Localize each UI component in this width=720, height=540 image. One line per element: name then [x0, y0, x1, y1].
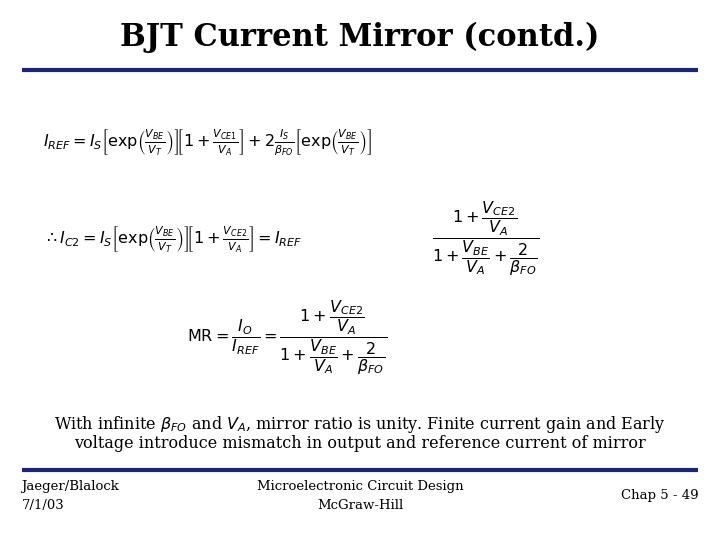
Text: $\mathrm{MR} = \dfrac{I_O}{I_{REF}} = \dfrac{1+\dfrac{V_{CE2}}{V_A}}{1+\dfrac{V_: $\mathrm{MR} = \dfrac{I_O}{I_{REF}} = \d…	[187, 299, 387, 376]
Text: $I_{REF} = I_S \left[\exp\!\left(\frac{V_{BE}}{V_T}\right)\right]\!\left[1+\frac: $I_{REF} = I_S \left[\exp\!\left(\frac{V…	[43, 128, 372, 158]
Text: Jaeger/Blalock
7/1/03: Jaeger/Blalock 7/1/03	[22, 480, 120, 512]
Text: $\therefore I_{C2} = I_S \left[\exp\!\left(\frac{V_{BE}}{V_T}\right)\right]\!\le: $\therefore I_{C2} = I_S \left[\exp\!\le…	[43, 224, 302, 254]
Text: With infinite $\beta_{FO}$ and $V_A$, mirror ratio is unity. Finite current gain: With infinite $\beta_{FO}$ and $V_A$, mi…	[54, 415, 666, 435]
Text: $\dfrac{1+\dfrac{V_{CE2}}{V_A}}{1+\dfrac{V_{BE}}{V_A}+\dfrac{2}{\beta_{FO}}}$: $\dfrac{1+\dfrac{V_{CE2}}{V_A}}{1+\dfrac…	[432, 200, 539, 278]
Text: BJT Current Mirror (contd.): BJT Current Mirror (contd.)	[120, 22, 600, 53]
Text: voltage introduce mismatch in output and reference current of mirror: voltage introduce mismatch in output and…	[74, 435, 646, 453]
Text: Chap 5 - 49: Chap 5 - 49	[621, 489, 698, 502]
Text: Microelectronic Circuit Design
McGraw-Hill: Microelectronic Circuit Design McGraw-Hi…	[257, 480, 463, 512]
